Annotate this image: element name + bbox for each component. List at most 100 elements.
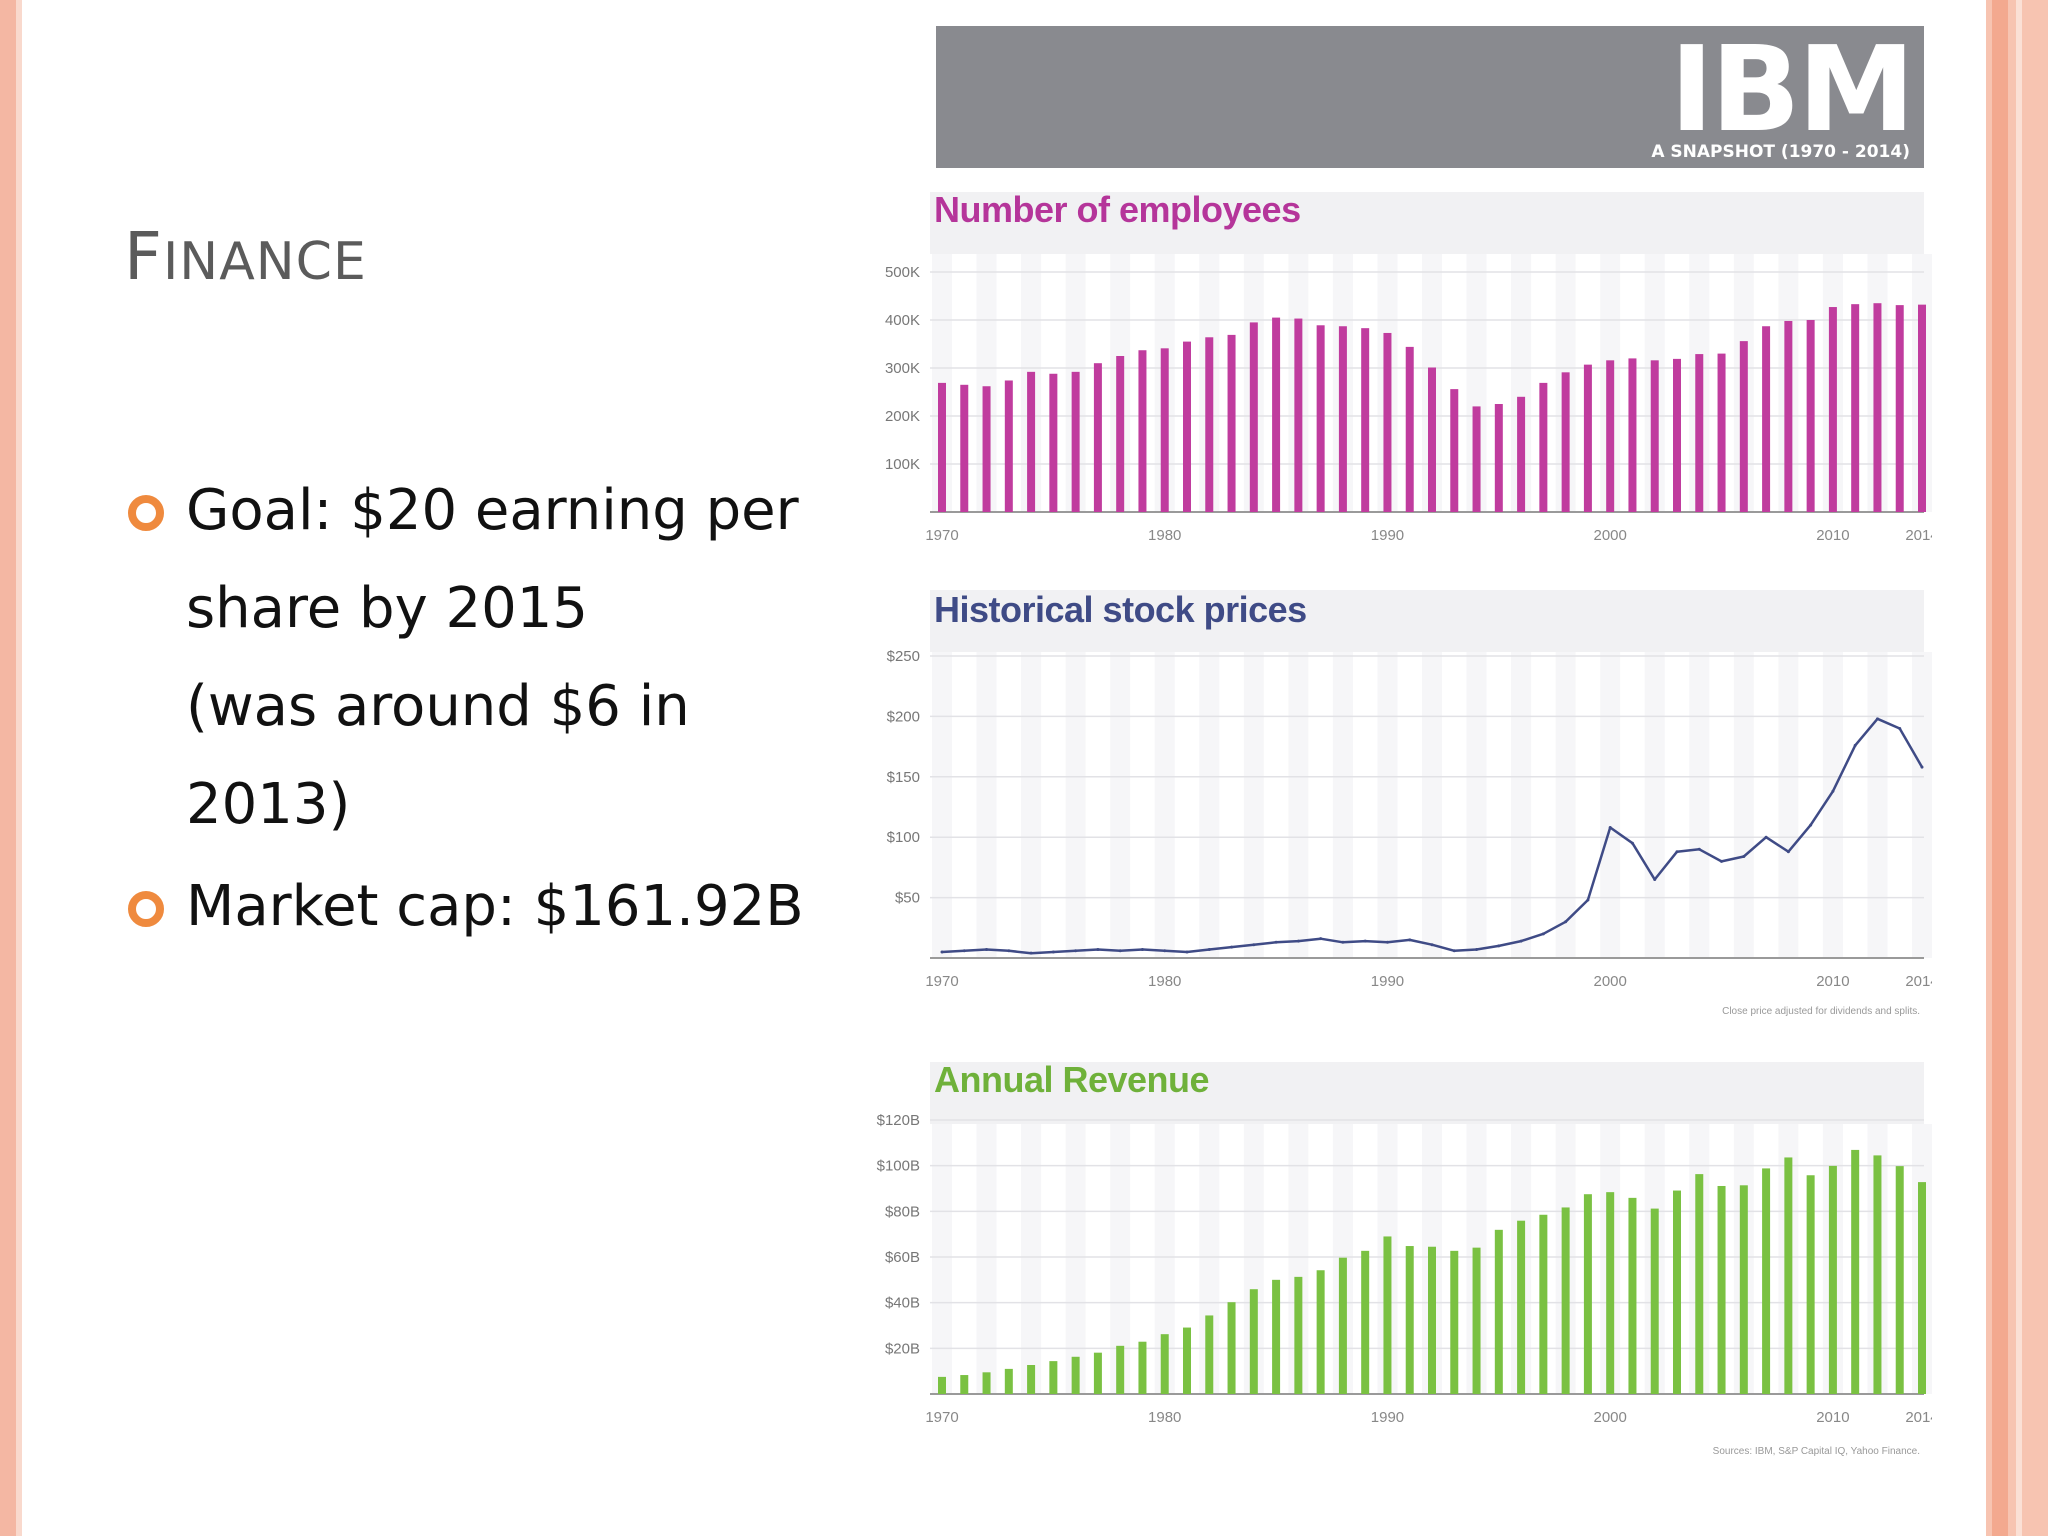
price-point [985, 948, 989, 952]
bar [1116, 1345, 1125, 1394]
background-stripe [1243, 1124, 1264, 1394]
price-point [1163, 949, 1167, 953]
background-stripe [1912, 652, 1932, 958]
bullet-ring-icon [128, 495, 164, 531]
x-tick-label: 1990 [1371, 1409, 1404, 1426]
price-point [1096, 948, 1100, 952]
y-tick-label: $100 [887, 829, 920, 846]
price-point [1207, 948, 1211, 952]
bar [1472, 1247, 1481, 1394]
bar [1205, 1315, 1214, 1394]
bar [1338, 1257, 1347, 1394]
bar [1183, 1327, 1191, 1394]
background-stripe [1065, 652, 1086, 958]
price-point [1430, 943, 1434, 947]
bar [1517, 396, 1526, 512]
bar [1383, 1236, 1392, 1394]
price-point [1074, 949, 1078, 953]
slide-border-left-inner [16, 0, 22, 1536]
bar [960, 1375, 969, 1394]
background-stripe [1644, 652, 1665, 958]
bullet-line: Market cap: $161.92B [186, 874, 804, 939]
price-point [940, 950, 944, 954]
border-stripe [1978, 0, 1986, 1536]
y-tick-label: 300K [885, 360, 920, 377]
background-stripe [1511, 254, 1532, 512]
bar [1739, 341, 1748, 512]
bar [1294, 318, 1303, 512]
background-stripe [1332, 652, 1353, 958]
price-point [1809, 823, 1813, 827]
bar [1138, 350, 1147, 512]
price-point [1920, 765, 1924, 769]
background-stripe [1377, 652, 1398, 958]
bar [1873, 303, 1882, 512]
price-point [1831, 789, 1835, 793]
price-point [1296, 939, 1300, 943]
price-point [1875, 717, 1879, 721]
price-point [1608, 826, 1612, 830]
chart-number-of-employees: Number of employees 100K 200K 300K 400K 500K 1… [885, 189, 1932, 544]
y-tick-label: $50 [895, 890, 920, 907]
background-stripe [1511, 652, 1532, 958]
chart-note: Sources: IBM, S&P Capital IQ, Yahoo Fina… [1713, 1446, 1920, 1457]
slide-border-left [0, 0, 22, 1536]
x-tick-label: 1980 [1148, 1409, 1181, 1426]
charts-svg: Number of employees 100K 200K 300K 400K 500K 1… [877, 189, 1932, 1457]
chart-title: Historical stock prices [934, 589, 1307, 630]
price-point [1118, 949, 1122, 953]
border-stripe [2016, 0, 2022, 1536]
bar [1561, 372, 1570, 512]
price-point [1007, 949, 1011, 953]
price-point [1385, 940, 1389, 944]
bar [1205, 337, 1214, 512]
bar [1762, 1168, 1771, 1394]
bullet-ring-icon [128, 891, 164, 927]
bar [1494, 404, 1503, 512]
banner-subtitle: A SNAPSHOT (1970 - 2014) [1651, 142, 1910, 162]
x-tick-label: 1970 [925, 973, 958, 990]
bar [1093, 1352, 1102, 1394]
y-tick-label: $100B [877, 1158, 920, 1175]
bar [1071, 1356, 1080, 1394]
bar [1739, 1185, 1748, 1394]
chart-note: Close price adjusted for dividends and s… [1722, 1006, 1920, 1017]
x-tick-label: 1980 [1148, 527, 1181, 544]
price-point [1230, 945, 1234, 949]
y-tick-label: 500K [885, 264, 920, 281]
price-point [1319, 937, 1323, 941]
bar [1093, 363, 1102, 512]
background-stripe [1110, 1124, 1131, 1394]
background-stripe [1021, 652, 1042, 958]
background-stripe [1555, 652, 1576, 958]
background-stripe [1243, 652, 1264, 958]
bar [1294, 1276, 1303, 1394]
background-stripe [1288, 1124, 1309, 1394]
x-tick-label: 1970 [925, 527, 958, 544]
price-point [1720, 859, 1724, 863]
border-stripe [1992, 0, 2008, 1536]
x-tick-label: 2014 [1905, 1409, 1932, 1426]
bar [1249, 322, 1258, 512]
price-point [1051, 950, 1055, 954]
background-stripe [1600, 652, 1621, 958]
price-point [1541, 932, 1545, 936]
bar [1628, 358, 1637, 512]
background-stripe [976, 254, 997, 512]
bar [1762, 326, 1771, 512]
bar [1784, 320, 1793, 512]
bar [1583, 1194, 1592, 1394]
bar [1338, 326, 1347, 512]
background-stripe [1466, 254, 1487, 512]
bar [1583, 364, 1592, 512]
bar [1717, 353, 1726, 512]
bar [1116, 356, 1125, 512]
y-tick-label: $150 [887, 769, 920, 786]
bar [1828, 307, 1837, 512]
bullet-goal: Goal: $20 earning per share by 2015 (was… [128, 462, 868, 854]
bar [1450, 389, 1459, 512]
x-tick-label: 1980 [1148, 973, 1181, 990]
bullet-line: share by 2015 [186, 576, 589, 641]
bar [1628, 1197, 1637, 1394]
x-tick-label: 2010 [1816, 527, 1849, 544]
